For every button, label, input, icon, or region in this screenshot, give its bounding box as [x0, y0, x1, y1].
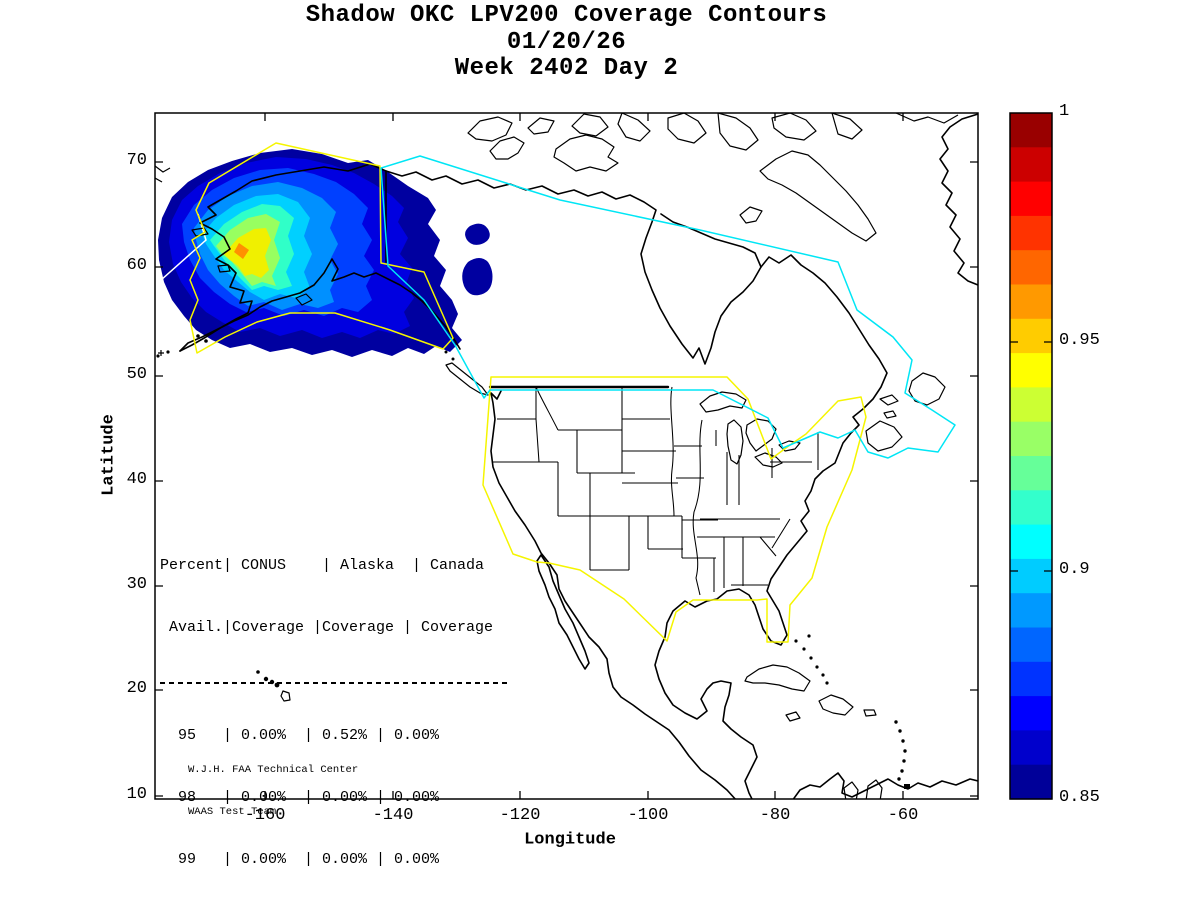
y-tick-label: 50 — [126, 365, 147, 384]
colorbar-band — [1010, 661, 1052, 697]
colorbar-band — [1010, 524, 1052, 560]
colorbar-band — [1010, 696, 1052, 731]
colorbar-band — [1010, 147, 1052, 183]
y-tick-label: 30 — [126, 575, 147, 594]
colorbar-tick-label: 0.9 — [1059, 560, 1090, 579]
colorbar-band — [1010, 627, 1052, 663]
colorbar-band — [1010, 558, 1052, 594]
conus-boundary — [482, 376, 867, 643]
hawaii-islands — [256, 670, 291, 702]
colorbar-band — [1010, 421, 1052, 457]
contour-layer — [158, 149, 493, 357]
x-tick-label: -120 — [499, 806, 541, 825]
coverage-table: Percent| CONUS | Alaska | Canada Avail.|… — [160, 515, 507, 900]
colorbar-band — [1010, 318, 1052, 354]
table-header-row: Avail.|Coverage |Coverage | Coverage — [160, 618, 494, 636]
colorbar-gradient — [1010, 113, 1052, 800]
colorbar-band — [1010, 215, 1052, 251]
credit-line: W.J.H. FAA Technical Center — [188, 764, 359, 776]
map-layers — [155, 113, 978, 799]
credit-line: WAAS Test Team — [188, 806, 277, 818]
colorbar — [1009, 112, 1053, 800]
x-tick-label: -60 — [887, 806, 919, 825]
table-row: 98 | 0.00% | 0.00% | 0.00% — [160, 788, 440, 806]
colorbar-band — [1010, 113, 1052, 148]
axis-frame — [154, 112, 979, 800]
state-borders — [492, 386, 819, 596]
colorbar-band — [1010, 593, 1052, 629]
axis-ticks — [155, 113, 978, 799]
coastline-layer — [155, 113, 978, 799]
x-tick-label: -80 — [759, 806, 791, 825]
colorbar-tick-label: 0.85 — [1059, 788, 1100, 807]
colorbar-band — [1010, 490, 1052, 526]
colorbar-band — [1010, 181, 1052, 217]
colorbar-band — [1010, 387, 1052, 423]
x-tick-label: -160 — [244, 806, 286, 825]
canada-boundary — [380, 155, 956, 459]
table-separator — [160, 681, 507, 684]
chart-title: Shadow OKC LPV200 Coverage Contours — [305, 2, 828, 29]
colorbar-band — [1010, 456, 1052, 491]
y-tick-label: 60 — [126, 256, 147, 275]
x-axis-label: Longitude — [524, 830, 616, 850]
y-tick-label: 20 — [126, 679, 147, 698]
y-tick-label: 70 — [126, 151, 147, 170]
colorbar-band — [1010, 250, 1052, 286]
y-tick-label: 40 — [126, 470, 147, 489]
chart-week-day: Week 2402 Day 2 — [454, 55, 679, 82]
table-row: 95 | 0.00% | 0.52% | 0.00% — [160, 726, 440, 744]
table-header-row: Percent| CONUS | Alaska | Canada — [160, 557, 485, 575]
colorbar-band — [1010, 353, 1052, 388]
colorbar-tick-label: 0.95 — [1059, 331, 1100, 350]
colorbar-band — [1010, 284, 1052, 320]
table-row: 99 | 0.00% | 0.00% | 0.00% — [160, 850, 440, 868]
colorbar-ticks — [1010, 341, 1052, 572]
colorbar-band — [1010, 730, 1052, 766]
y-tick-label: 10 — [126, 785, 147, 804]
colorbar-tick-label: 1 — [1059, 102, 1070, 121]
x-tick-label: -100 — [627, 806, 669, 825]
alaska-boundary — [189, 142, 454, 354]
colorbar-band — [1010, 764, 1052, 800]
credit: W.J.H. FAA Technical Center WAAS Test Te… — [188, 735, 358, 847]
chart-date: 01/20/26 — [506, 29, 627, 56]
x-tick-label: -140 — [372, 806, 414, 825]
